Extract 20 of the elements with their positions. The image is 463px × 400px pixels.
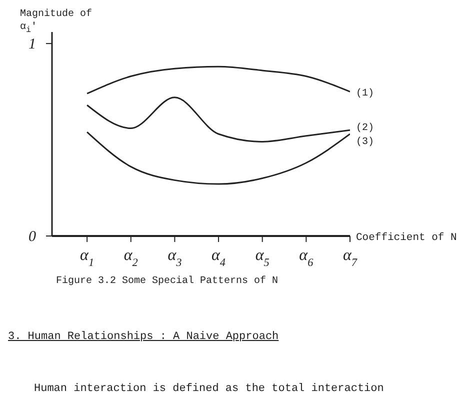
text: Human interaction is defined as the total interaction — [34, 383, 384, 395]
y-tick-label: 0 — [28, 229, 36, 245]
y-axis-title: Magnitude of α$_{i}$' — [20, 8, 94, 37]
line-series — [86, 96, 350, 142]
x-tick-label: α$_{6}$ — [299, 247, 314, 269]
series-label: (1) — [356, 88, 374, 100]
series-label: (3) — [356, 136, 374, 148]
x-tick-label: α$_{5}$ — [255, 247, 270, 269]
x-tick-label: α$_{7}$ — [343, 247, 358, 269]
line-series — [86, 66, 350, 94]
x-tick-label: α$_{4}$ — [212, 247, 226, 269]
x-axis-title: Coefficient of N — [356, 232, 457, 244]
y-tick-label: 1 — [28, 36, 36, 53]
text: 3. Human Relationships : A Naive Approach — [8, 331, 279, 343]
caption: Figure 3.2 Some Special Patterns of N — [56, 276, 278, 287]
x-tick-label: α$_{2}$ — [124, 247, 138, 269]
x-tick-label: α$_{3}$ — [168, 247, 182, 269]
series-label: (2) — [356, 122, 374, 134]
x-tick-label: α$_{1}$ — [80, 247, 94, 269]
line-series — [86, 131, 350, 185]
